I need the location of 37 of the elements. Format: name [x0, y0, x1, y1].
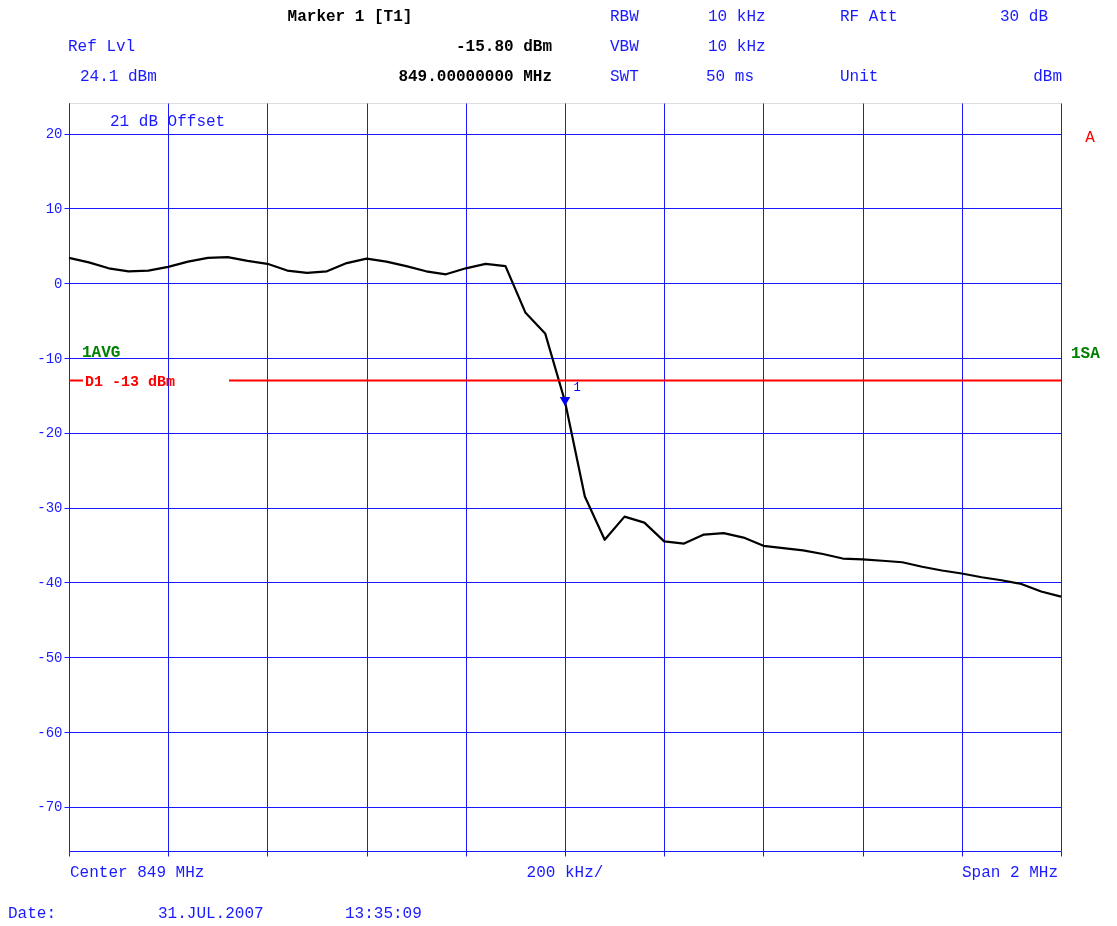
y-tick-label: -70	[37, 799, 63, 816]
text: VBW	[610, 38, 640, 56]
text: Marker 1 [T1]	[287, 8, 413, 26]
line-series	[67, 255, 1063, 598]
y-tick-label: -60	[37, 724, 63, 741]
text: 10 kHz	[708, 8, 766, 26]
text: 50 ms	[706, 68, 755, 86]
y-tick-label: -10	[37, 350, 63, 367]
series-label: 1	[573, 381, 581, 396]
text: 200 kHz/	[526, 864, 604, 882]
y-tick-label: -30	[37, 500, 63, 517]
y-tick-label: 0	[54, 275, 63, 292]
text: 13:35:09	[345, 905, 422, 923]
y-tick-label: -50	[37, 649, 63, 666]
text: 10 kHz	[708, 38, 766, 56]
text: RBW	[610, 8, 640, 26]
text: 30 dB	[999, 8, 1048, 26]
text: 849.00000000 MHz	[398, 68, 552, 86]
text: SWT	[610, 68, 639, 86]
y-tick-label: 20	[45, 126, 63, 143]
text: Span 2 MHz	[961, 864, 1058, 882]
text: A	[1085, 129, 1096, 147]
text: -15.80 dBm	[455, 38, 553, 56]
y-tick-label: -40	[37, 574, 63, 591]
annotation: 21 dB Offset	[110, 113, 226, 131]
y-tick-label: -20	[37, 425, 63, 442]
text: 1SA	[1071, 345, 1101, 363]
text: Unit	[840, 68, 879, 86]
text: Ref Lvl	[68, 38, 136, 56]
text: Center 849 MHz	[70, 864, 205, 882]
text: RF Att	[840, 8, 898, 26]
text: 31.JUL.2007	[158, 905, 264, 923]
text: dBm	[1033, 68, 1062, 86]
text: 24.1 dBm	[80, 68, 157, 86]
annotation: 1AVG	[82, 344, 121, 362]
y-tick-label: 10	[45, 200, 63, 217]
text: Date:	[8, 905, 57, 923]
